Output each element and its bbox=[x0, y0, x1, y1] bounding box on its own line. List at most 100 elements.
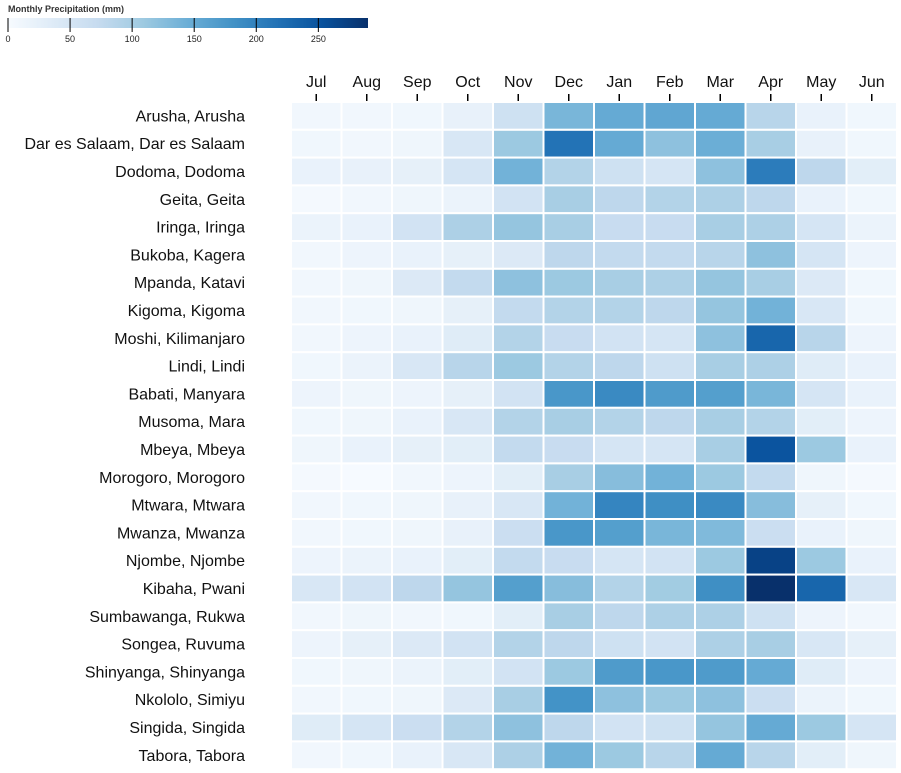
heatmap-cell bbox=[391, 740, 444, 771]
heatmap-cell bbox=[795, 323, 848, 354]
month-label: Mar bbox=[706, 74, 734, 91]
heatmap-cell bbox=[694, 101, 747, 131]
heatmap-cell bbox=[290, 573, 343, 604]
month-label: May bbox=[806, 74, 836, 91]
heatmap-cell bbox=[795, 573, 848, 604]
heatmap-cell bbox=[290, 462, 343, 493]
heatmap-cell bbox=[744, 740, 797, 771]
heatmap-cell bbox=[795, 434, 848, 465]
heatmap-cell bbox=[643, 295, 696, 326]
heatmap-cell bbox=[391, 379, 444, 409]
heatmap-cell bbox=[643, 434, 696, 465]
heatmap-cell bbox=[391, 518, 444, 548]
heatmap-cell bbox=[694, 657, 747, 687]
heatmap-cell bbox=[542, 323, 595, 354]
heatmap-cell bbox=[643, 684, 696, 715]
month-label: Jan bbox=[606, 74, 632, 91]
city-label: Kibaha, Pwani bbox=[143, 581, 245, 598]
heatmap-cell bbox=[593, 184, 646, 215]
legend-tick-label: 100 bbox=[125, 34, 140, 44]
heatmap-cell bbox=[290, 712, 343, 743]
heatmap-cell bbox=[492, 240, 545, 270]
heatmap-cell bbox=[340, 434, 393, 465]
heatmap-cell bbox=[290, 379, 343, 409]
heatmap-cell bbox=[643, 490, 696, 521]
heatmap-cell bbox=[391, 240, 444, 270]
heatmap-cell bbox=[290, 490, 343, 521]
heatmap-cell bbox=[795, 212, 848, 242]
heatmap-cell bbox=[795, 295, 848, 326]
city-label: Babati, Manyara bbox=[128, 386, 245, 403]
month-axis: Jul Aug Sep Oct Nov Dec Jan Feb Mar Apr May Jun bbox=[291, 74, 897, 102]
heatmap-cell bbox=[845, 379, 898, 409]
heatmap-cell bbox=[795, 379, 848, 409]
heatmap-cell bbox=[795, 240, 848, 270]
heatmap-cell bbox=[391, 434, 444, 465]
heatmap-cell bbox=[340, 240, 393, 270]
heatmap-cell bbox=[593, 212, 646, 242]
heatmap-cell bbox=[542, 351, 595, 382]
heatmap-cell bbox=[744, 545, 797, 576]
heatmap-cell bbox=[340, 295, 393, 326]
legend-tick-label: 150 bbox=[187, 34, 202, 44]
heatmap-cell bbox=[795, 601, 848, 632]
heatmap-cell bbox=[290, 128, 343, 159]
heatmap-cell bbox=[391, 684, 444, 715]
heatmap-cell bbox=[593, 406, 646, 437]
heatmap-cell bbox=[391, 573, 444, 604]
heatmap-cell bbox=[441, 740, 494, 771]
heatmap-cell bbox=[492, 629, 545, 660]
heatmap-cell bbox=[593, 657, 646, 687]
heatmap-cell bbox=[391, 351, 444, 382]
heatmap-cell bbox=[542, 629, 595, 660]
heatmap-cell bbox=[845, 573, 898, 604]
city-label: Musoma, Mara bbox=[138, 414, 245, 431]
heatmap-cell bbox=[643, 629, 696, 660]
heatmap-cell bbox=[643, 240, 696, 270]
heatmap-cell bbox=[441, 657, 494, 687]
color-legend: Monthly Precipitation (mm) 0 50 100 150 200 2… bbox=[5, 4, 368, 44]
month-label: Oct bbox=[455, 74, 480, 91]
heatmap-cell bbox=[845, 295, 898, 326]
heatmap-cell bbox=[694, 462, 747, 493]
heatmap-cell bbox=[542, 240, 595, 270]
heatmap-cell bbox=[542, 712, 595, 743]
heatmap-cell bbox=[593, 573, 646, 604]
heatmap-cell bbox=[492, 657, 545, 687]
heatmap-cell bbox=[795, 128, 848, 159]
heatmap-cell bbox=[290, 267, 343, 298]
heatmap-cell bbox=[290, 323, 343, 354]
heatmap-cell bbox=[845, 212, 898, 242]
heatmap-cell bbox=[643, 657, 696, 687]
heatmap-cell bbox=[290, 406, 343, 437]
heatmap-cell bbox=[391, 462, 444, 493]
heatmap-cell bbox=[795, 545, 848, 576]
heatmap-cell bbox=[694, 740, 747, 771]
heatmap-cell bbox=[542, 101, 595, 131]
heatmap-cell bbox=[744, 295, 797, 326]
heatmap-cell bbox=[441, 490, 494, 521]
heatmap-cell bbox=[441, 128, 494, 159]
heatmap-cell bbox=[593, 684, 646, 715]
heatmap-cell bbox=[441, 323, 494, 354]
heatmap-cell bbox=[391, 212, 444, 242]
heatmap-cell bbox=[290, 518, 343, 548]
city-label: Iringa, Iringa bbox=[156, 220, 245, 237]
heatmap-cell bbox=[441, 629, 494, 660]
heatmap-cell bbox=[845, 629, 898, 660]
heatmap-cell bbox=[340, 406, 393, 437]
heatmap-cell bbox=[340, 101, 393, 131]
heatmap-cell bbox=[340, 712, 393, 743]
city-label: Mwanza, Mwanza bbox=[117, 525, 245, 542]
heatmap-cell bbox=[391, 601, 444, 632]
month-label: Sep bbox=[403, 74, 432, 91]
heatmap-cell bbox=[795, 657, 848, 687]
heatmap-cell bbox=[441, 573, 494, 604]
heatmap-cell bbox=[441, 351, 494, 382]
heatmap-cell bbox=[845, 490, 898, 521]
heatmap-cell bbox=[744, 128, 797, 159]
heatmap-cell bbox=[593, 156, 646, 187]
heatmap-cell bbox=[694, 629, 747, 660]
heatmap-cell bbox=[694, 434, 747, 465]
